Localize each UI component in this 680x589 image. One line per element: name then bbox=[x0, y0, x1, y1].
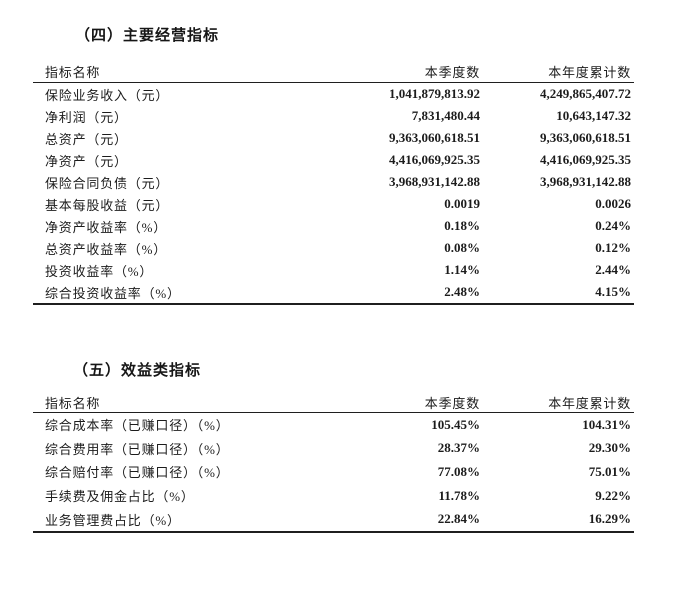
indicator-name: 投资收益率（%） bbox=[45, 263, 154, 279]
indicator-value: 22.84% bbox=[437, 511, 480, 527]
column-header: 本季度数 bbox=[424, 64, 480, 80]
indicator-name: 综合赔付率（已赚口径）（%） bbox=[45, 465, 230, 481]
indicator-value: 77.08% bbox=[437, 463, 480, 479]
table-row: 投资收益率（%） 1.14% 2.44% bbox=[33, 259, 634, 281]
indicator-name: 净资产收益率（%） bbox=[45, 219, 168, 235]
section-title-efficiency-indicators: （五）效益类指标 bbox=[73, 362, 202, 379]
column-header: 指标名称 bbox=[45, 64, 101, 80]
indicator-value: 0.24% bbox=[595, 218, 631, 233]
indicator-value: 9.22% bbox=[595, 487, 631, 503]
indicator-value: 9,363,060,618.51 bbox=[540, 130, 631, 145]
column-header: 本年度累计数 bbox=[548, 396, 631, 411]
indicator-name: 综合费用率（已赚口径）（%） bbox=[45, 441, 230, 457]
indicator-value: 0.12% bbox=[595, 240, 631, 255]
indicator-value: 16.29% bbox=[588, 511, 631, 527]
indicator-value: 104.31% bbox=[582, 416, 631, 432]
column-header: 本季度数 bbox=[424, 396, 480, 411]
indicator-value: 0.0019 bbox=[444, 196, 480, 211]
indicator-value: 4,249,865,407.72 bbox=[540, 86, 631, 101]
indicator-name: 总资产收益率（%） bbox=[45, 241, 168, 257]
table-row: 总资产（元） 9,363,060,618.51 9,363,060,618.51 bbox=[33, 127, 634, 149]
indicator-value: 29.30% bbox=[588, 440, 631, 456]
table-header-row: 指标名称 本季度数 本年度累计数 bbox=[33, 60, 634, 83]
indicator-value: 2.48% bbox=[444, 284, 480, 299]
indicator-value: 7,831,480.44 bbox=[411, 108, 480, 123]
table-row: 保险业务收入（元） 1,041,879,813.92 4,249,865,407.7… bbox=[33, 83, 634, 105]
table-row: 保险合同负债（元） 3,968,931,142.88 3,968,931,142.8… bbox=[33, 171, 634, 193]
table-row: 业务管理费占比（%） 22.84% 16.29% bbox=[33, 507, 634, 531]
table-row: 综合赔付率（已赚口径）（%） 77.08% 75.01% bbox=[33, 460, 634, 484]
indicator-value: 1.14% bbox=[444, 262, 480, 277]
indicator-value: 4,416,069,925.35 bbox=[389, 152, 480, 167]
indicator-value: 10,643,147.32 bbox=[556, 108, 631, 123]
indicator-value: 105.45% bbox=[431, 416, 480, 432]
table-row: 净资产（元） 4,416,069,925.35 4,416,069,925.35 bbox=[33, 149, 634, 171]
column-header: 本年度累计数 bbox=[548, 64, 631, 80]
table-row: 净资产收益率（%） 0.18% 0.24% bbox=[33, 215, 634, 237]
indicator-value: 0.08% bbox=[444, 240, 480, 255]
indicator-name: 净资产（元） bbox=[45, 153, 128, 169]
indicator-value: 4.15% bbox=[595, 284, 631, 299]
indicator-value: 2.44% bbox=[595, 262, 631, 277]
table-row: 综合费用率（已赚口径）（%） 28.37% 29.30% bbox=[33, 437, 634, 461]
indicator-value: 3,968,931,142.88 bbox=[540, 174, 631, 189]
indicator-name: 净利润（元） bbox=[45, 109, 128, 125]
indicator-name: 综合成本率（已赚口径）（%） bbox=[45, 418, 230, 434]
table-row: 净利润（元） 7,831,480.44 10,643,147.32 bbox=[33, 105, 634, 127]
table-header-row: 指标名称 本季度数 本年度累计数 bbox=[33, 393, 634, 413]
section-title-main-operating-indicators: （四）主要经营指标 bbox=[75, 27, 220, 44]
indicator-value: 0.18% bbox=[444, 218, 480, 233]
table-row: 总资产收益率（%） 0.08% 0.12% bbox=[33, 237, 634, 259]
main-operating-indicators-table: 指标名称 本季度数 本年度累计数保险业务收入（元） 1,041,879,813.92 4… bbox=[33, 60, 634, 305]
indicator-value: 1,041,879,813.92 bbox=[389, 86, 480, 101]
table-row: 基本每股收益（元） 0.0019 0.0026 bbox=[33, 193, 634, 215]
indicator-value: 4,416,069,925.35 bbox=[540, 152, 631, 167]
indicator-name: 保险合同负债（元） bbox=[45, 175, 170, 191]
efficiency-indicators-table: 指标名称 本季度数 本年度累计数综合成本率（已赚口径）（%） 105.45% 104.3… bbox=[33, 393, 634, 533]
indicator-name: 综合投资收益率（%） bbox=[45, 285, 181, 301]
column-header: 指标名称 bbox=[45, 396, 101, 411]
indicator-name: 手续费及佣金占比（%） bbox=[45, 489, 195, 505]
indicator-value: 9,363,060,618.51 bbox=[389, 130, 480, 145]
indicator-name: 保险业务收入（元） bbox=[45, 87, 170, 103]
table-row: 手续费及佣金占比（%） 11.78% 9.22% bbox=[33, 484, 634, 508]
table-row: 综合成本率（已赚口径）（%） 105.45% 104.31% bbox=[33, 413, 634, 437]
indicator-name: 业务管理费占比（%） bbox=[45, 512, 181, 528]
indicator-value: 3,968,931,142.88 bbox=[389, 174, 480, 189]
indicator-value: 11.78% bbox=[438, 487, 480, 503]
indicator-value: 75.01% bbox=[588, 463, 631, 479]
indicator-value: 28.37% bbox=[437, 440, 480, 456]
indicator-name: 基本每股收益（元） bbox=[45, 197, 170, 213]
table-row: 综合投资收益率（%） 2.48% 4.15% bbox=[33, 281, 634, 303]
indicator-name: 总资产（元） bbox=[45, 131, 128, 147]
indicator-value: 0.0026 bbox=[595, 196, 631, 211]
